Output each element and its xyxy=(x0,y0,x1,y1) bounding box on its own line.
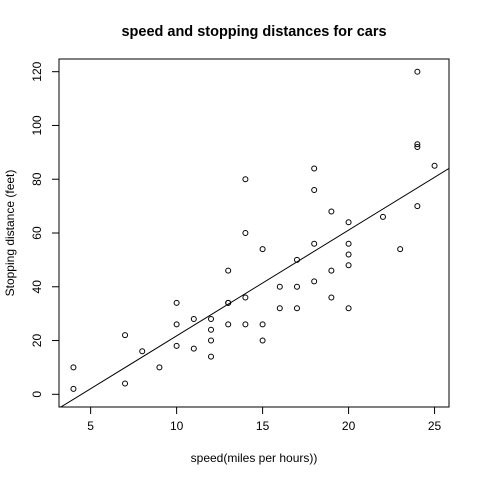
data-point xyxy=(414,68,421,75)
data-point xyxy=(208,316,215,323)
data-point xyxy=(414,141,421,148)
x-tick-label: 5 xyxy=(87,419,94,433)
data-point xyxy=(379,213,386,220)
data-point xyxy=(345,219,352,226)
y-tick-label: 100 xyxy=(30,115,44,135)
x-axis-label: speed(miles per hours)) xyxy=(191,451,318,465)
data-point xyxy=(259,246,266,253)
data-points xyxy=(70,68,438,392)
data-point xyxy=(276,283,283,290)
y-axis-label: Stopping distance (feet) xyxy=(3,170,17,297)
data-point xyxy=(293,256,300,263)
x-axis: 5 10 15 20 25 xyxy=(87,406,442,433)
data-point xyxy=(328,267,335,274)
data-point xyxy=(242,230,249,236)
data-point xyxy=(208,353,215,360)
data-point xyxy=(345,240,352,247)
data-point xyxy=(311,165,318,172)
data-point xyxy=(345,251,352,258)
data-point xyxy=(397,246,404,253)
data-point xyxy=(328,294,335,301)
y-tick-label: 40 xyxy=(30,280,44,294)
y-tick-label: 60 xyxy=(30,226,44,240)
data-point xyxy=(242,294,249,301)
data-point xyxy=(173,299,180,306)
data-point xyxy=(156,364,163,371)
data-point xyxy=(259,337,266,344)
x-tick-label: 15 xyxy=(256,419,270,433)
data-point xyxy=(414,203,421,210)
data-point xyxy=(70,385,77,392)
data-point xyxy=(414,143,421,150)
data-point xyxy=(208,326,215,333)
regression-layer xyxy=(59,167,449,407)
data-point xyxy=(173,342,180,349)
data-point xyxy=(139,348,146,355)
data-point xyxy=(190,316,197,323)
y-tick-label: 0 xyxy=(30,391,44,398)
data-point xyxy=(225,321,232,328)
data-point xyxy=(345,305,352,312)
data-point xyxy=(311,186,318,193)
data-point xyxy=(345,262,352,269)
data-point xyxy=(276,305,283,312)
y-axis: 0 20 40 60 80 100 120 xyxy=(30,61,60,398)
y-tick-label: 120 xyxy=(30,61,44,81)
chart-title: speed and stopping distances for cars xyxy=(121,24,386,40)
data-point xyxy=(70,364,77,371)
y-tick-label: 80 xyxy=(30,172,44,186)
data-point xyxy=(225,267,232,274)
y-tick-label: 20 xyxy=(30,334,44,348)
data-point xyxy=(311,278,318,285)
data-point xyxy=(122,380,129,387)
data-point xyxy=(293,283,300,290)
data-point xyxy=(122,332,129,339)
data-point xyxy=(242,176,249,183)
data-point xyxy=(328,208,335,215)
data-point xyxy=(208,337,215,344)
x-tick-label: 25 xyxy=(428,419,442,433)
data-point xyxy=(293,305,300,312)
data-point xyxy=(190,345,197,352)
data-point xyxy=(173,321,180,328)
data-point xyxy=(225,299,232,306)
data-point xyxy=(311,240,318,247)
x-tick-label: 10 xyxy=(170,419,184,433)
regression-line xyxy=(59,167,449,407)
data-point xyxy=(259,321,266,328)
data-point xyxy=(431,162,438,169)
x-tick-label: 20 xyxy=(342,419,356,433)
data-point xyxy=(242,321,249,328)
